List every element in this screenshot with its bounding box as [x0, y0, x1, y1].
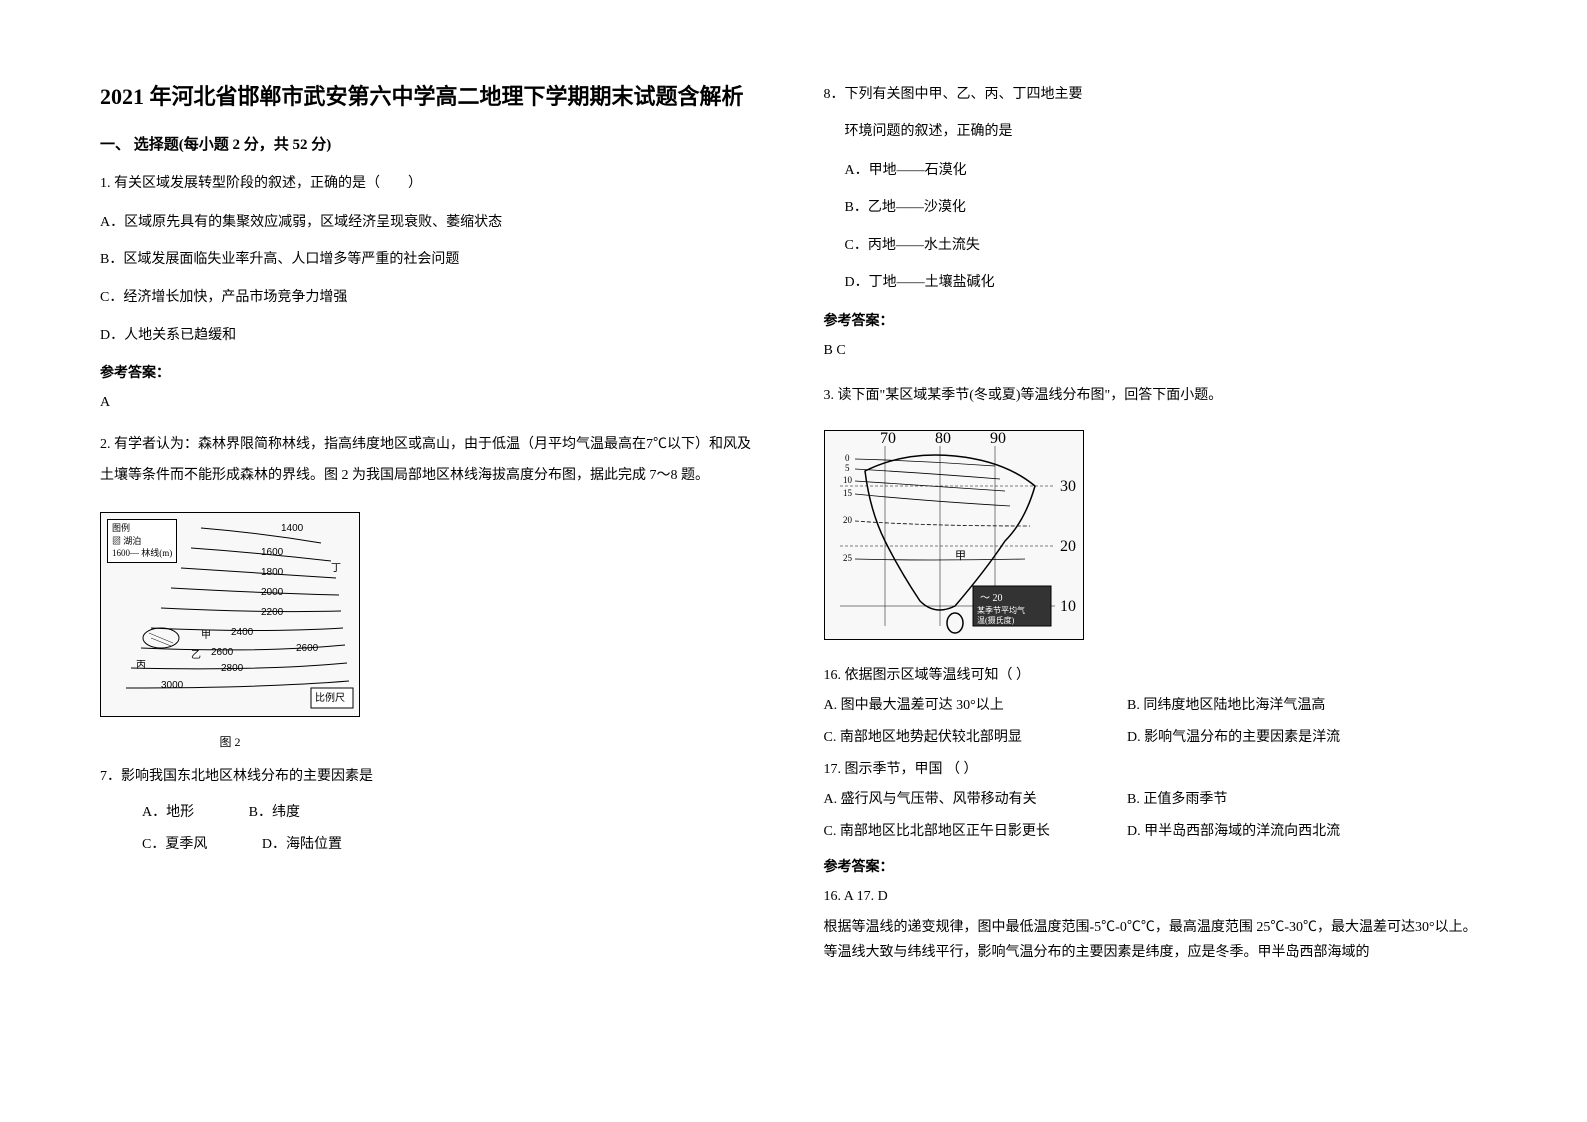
map-legend2-2: 温(摄氏度)	[977, 615, 1015, 625]
label-bing: 丙	[136, 660, 146, 671]
lon-80: 80	[935, 431, 951, 447]
lon-90: 90	[990, 431, 1006, 447]
contour-1800: 1800	[261, 567, 284, 578]
q16-stem: 16. 依据图示区域等温线可知（ ）	[824, 662, 1488, 690]
q17-explanation: 根据等温线的递变规律，图中最低温度范围-5℃-0℃℃，最高温度范围 25℃-30…	[824, 915, 1488, 965]
q1-answer: A	[100, 390, 764, 415]
q1-option-d: D．人地关系已趋缓和	[100, 319, 764, 353]
q16-option-b: B. 同纬度地区陆地比海洋气温高	[1127, 692, 1325, 720]
figure-2-caption: 图 2	[100, 733, 360, 750]
figure-2-legend: 图例 ▨ 湖泊 1600— 林线(m)	[107, 519, 177, 563]
label-ding: 丁	[331, 563, 341, 574]
iso-25: 25	[843, 553, 853, 563]
map-legend1: ～ 20	[980, 593, 1003, 604]
iso-0: 0	[845, 453, 850, 463]
q17-stem: 17. 图示季节，甲国 （ ）	[824, 756, 1488, 784]
q1-option-a: A．区域原先具有的集聚效应减弱，区域经济呈现衰败、萎缩状态	[100, 206, 764, 240]
contour-2800: 2800	[221, 663, 244, 674]
contour-1600: 1600	[261, 547, 284, 558]
q3-stem: 3. 读下面"某区域某季节(冬或夏)等温线分布图"，回答下面小题。	[824, 381, 1488, 412]
q7-option-d: D．海陆位置	[241, 831, 342, 859]
q7-options-row2: C．夏季风 D．海陆位置	[100, 831, 764, 859]
q17-answer: 16. A 17. D	[824, 884, 1488, 909]
q17-option-d: D. 甲半岛西部海域的洋流向西北流	[1127, 818, 1340, 846]
q17-option-a: A. 盛行风与气压带、风带移动有关	[824, 786, 1094, 814]
iso-15: 15	[843, 488, 853, 498]
q8-answer: B C	[824, 338, 1488, 363]
lat-30: 30	[1060, 478, 1076, 495]
scale-label: 比例尺	[315, 691, 345, 704]
lon-70: 70	[880, 431, 896, 447]
contour-2600b: 2600	[296, 643, 319, 654]
legend-lake: ▨ 湖泊	[112, 535, 172, 548]
q1-option-c: C．经济增长加快，产品市场竞争力增强	[100, 281, 764, 315]
q8-stem2: 环境问题的叙述，正确的是	[824, 117, 1488, 148]
q16-option-d: D. 影响气温分布的主要因素是洋流	[1127, 724, 1340, 752]
q8-stem: 8．下列有关图中甲、乙、丙、丁四地主要	[824, 80, 1488, 111]
section-header: 一、 选择题(每小题 2 分，共 52 分)	[100, 133, 764, 154]
contour-3000: 3000	[161, 680, 184, 691]
q16-option-c: C. 南部地区地势起伏较北部明显	[824, 724, 1094, 752]
figure-2-container: 图例 ▨ 湖泊 1600— 林线(m) 1400 1600 1800 丁 200…	[100, 500, 764, 750]
contour-2400: 2400	[231, 627, 254, 638]
q7-options-row1: A．地形 B．纬度	[100, 799, 764, 827]
india-map-svg: 70 80 90 30 20 10 0	[825, 431, 1085, 641]
contour-2600: 2600	[211, 647, 234, 658]
q17-row1: A. 盛行风与气压带、风带移动有关 B. 正值多雨季节	[824, 786, 1488, 814]
q17-row2: C. 南部地区比北部地区正午日影更长 D. 甲半岛西部海域的洋流向西北流	[824, 818, 1488, 846]
page-container: 2021 年河北省邯郸市武安第六中学高二地理下学期期末试题含解析 一、 选择题(…	[100, 80, 1487, 966]
figure-map: 70 80 90 30 20 10 0	[824, 430, 1084, 640]
q8-option-b: B．乙地——沙漠化	[824, 191, 1488, 225]
map-label-jia: 甲	[955, 550, 966, 562]
q2-stem: 2. 有学者认为：森林界限简称林线，指高纬度地区或高山，由于低温（月平均气温最高…	[100, 430, 764, 492]
contour-2000: 2000	[261, 587, 284, 598]
q16-option-a: A. 图中最大温差可达 30°以上	[824, 692, 1094, 720]
label-jia: 甲	[201, 630, 211, 641]
iso-5: 5	[845, 463, 850, 473]
legend-title: 图例	[112, 522, 172, 535]
page-title: 2021 年河北省邯郸市武安第六中学高二地理下学期期末试题含解析	[100, 80, 764, 113]
map-legend2-1: 某季节平均气	[977, 605, 1025, 615]
q7-option-c: C．夏季风	[121, 831, 207, 859]
lat-10: 10	[1060, 598, 1076, 615]
figure-2: 图例 ▨ 湖泊 1600— 林线(m) 1400 1600 1800 丁 200…	[100, 512, 360, 717]
q8-option-c: C．丙地——水土流失	[824, 229, 1488, 263]
q7-option-b: B．纬度	[228, 799, 300, 827]
q1-option-b: B．区域发展面临失业率升高、人口增多等严重的社会问题	[100, 243, 764, 277]
q8-option-d: D．丁地——土壤盐碱化	[824, 266, 1488, 300]
label-yi: 乙	[191, 649, 201, 661]
q16-row2: C. 南部地区地势起伏较北部明显 D. 影响气温分布的主要因素是洋流	[824, 724, 1488, 752]
q1-answer-label: 参考答案：	[100, 362, 764, 382]
q16-row1: A. 图中最大温差可达 30°以上 B. 同纬度地区陆地比海洋气温高	[824, 692, 1488, 720]
q17-option-c: C. 南部地区比北部地区正午日影更长	[824, 818, 1094, 846]
lat-20: 20	[1060, 538, 1076, 555]
q8-option-a: A．甲地——石漠化	[824, 154, 1488, 188]
left-column: 2021 年河北省邯郸市武安第六中学高二地理下学期期末试题含解析 一、 选择题(…	[100, 80, 764, 966]
legend-line: 1600— 林线(m)	[112, 547, 172, 560]
contour-1400: 1400	[281, 523, 304, 534]
q17-answer-label: 参考答案：	[824, 856, 1488, 876]
q17-option-b: B. 正值多雨季节	[1127, 786, 1227, 814]
right-column: 8．下列有关图中甲、乙、丙、丁四地主要 环境问题的叙述，正确的是 A．甲地——石…	[824, 80, 1488, 966]
q1-stem: 1. 有关区域发展转型阶段的叙述，正确的是（ ）	[100, 169, 764, 200]
q7-stem: 7．影响我国东北地区林线分布的主要因素是	[100, 762, 764, 793]
iso-20: 20	[843, 515, 853, 525]
contour-2200: 2200	[261, 607, 284, 618]
q7-option-a: A．地形	[121, 799, 194, 827]
q8-answer-label: 参考答案：	[824, 310, 1488, 330]
iso-10: 10	[843, 475, 853, 485]
